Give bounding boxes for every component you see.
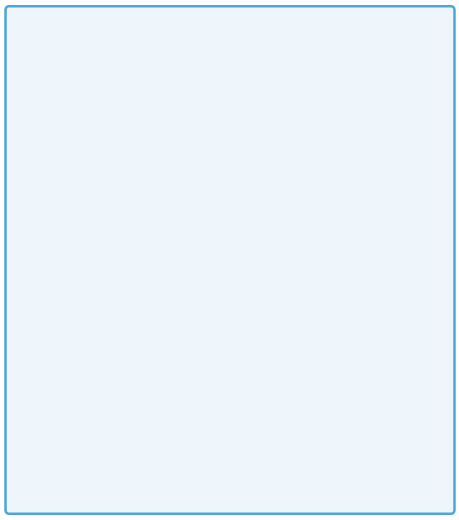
Text: Calcium: Calcium — [41, 176, 106, 191]
Text: Occur native in the ground: Occur native in the ground — [230, 468, 439, 482]
Text: Lead: Lead — [41, 391, 81, 406]
Text: Tin: Tin — [41, 360, 67, 375]
Text: Silver: Silver — [41, 452, 89, 467]
Text: (Carbon): (Carbon) — [41, 268, 113, 283]
Text: Extract by burning in air: Extract by burning in air — [230, 422, 420, 436]
Text: Magnesium: Magnesium — [41, 206, 136, 222]
Text: Iron: Iron — [41, 329, 74, 344]
Text: Extract through
Electrolysis: Extract through Electrolysis — [230, 167, 353, 199]
Text: Extract by burning with
carbon: Extract by burning with carbon — [230, 336, 414, 368]
Text: Zinc: Zinc — [41, 298, 76, 314]
Text: Potassium: Potassium — [41, 114, 127, 129]
Text: Sodium: Sodium — [41, 145, 103, 160]
Text: Copper: Copper — [41, 421, 100, 436]
Text: Aluminium: Aluminium — [41, 237, 129, 252]
Text: The lower the position of a metal in the
reactivity series, the easier it is to : The lower the position of a metal in the… — [28, 55, 384, 89]
Text: Extraction of Metals: Extraction of Metals — [128, 23, 331, 42]
Text: Gold: Gold — [41, 483, 79, 498]
